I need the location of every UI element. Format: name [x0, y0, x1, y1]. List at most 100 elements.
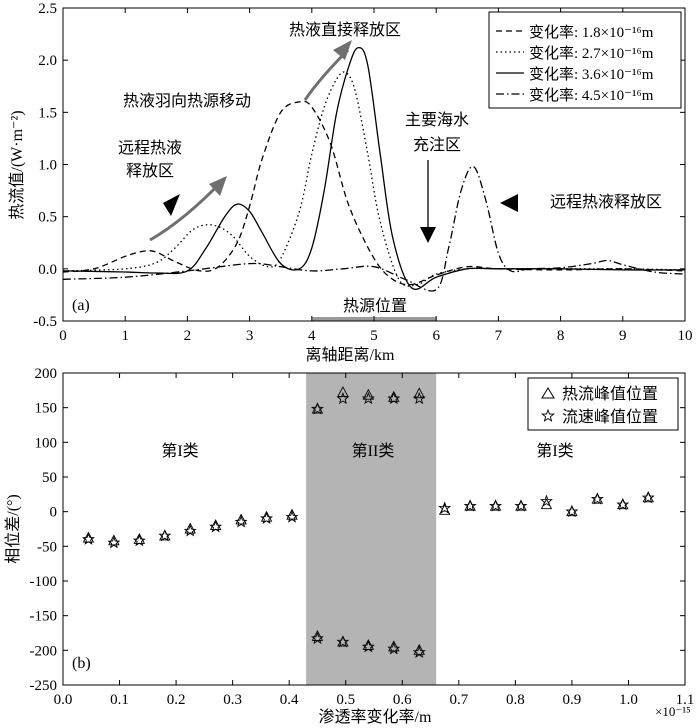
heat-flow-peak-point: [617, 498, 629, 510]
panel-b: 0.0 0.1 0.2 0.3 0.4 0.5 0.6 0.7 0.8 0.9 1.0 1.1 -250…: [4, 366, 694, 726]
panel-a: 0 1 2 3 4 5 6 7 8 9 10 -0.5 0.0 0.5 1.0 1.5 2.0 2.5 (a) 离…: [8, 1, 693, 364]
velocity-peak-point: [361, 391, 375, 405]
velocity-peak-point: [387, 391, 401, 405]
annotation-remote-left-2: 释放区: [126, 162, 174, 180]
panel-b-xlabel: 渗透率变化率/m: [319, 708, 432, 726]
velocity-peak-point: [183, 524, 197, 537]
panel-b-ytick-label: 100: [35, 435, 58, 451]
velocity-peak-point: [336, 635, 350, 648]
velocity-peak-point: [107, 536, 121, 549]
panel-b-label: (b): [72, 655, 91, 672]
velocity-peak-point: [234, 515, 248, 528]
heat-flow-peak-point: [337, 385, 349, 397]
legend-b: 热流峰值位置 流速峰值位置: [527, 377, 679, 431]
heat-flow-peak-point: [642, 491, 654, 503]
series-line-dashdot: [62, 165, 686, 292]
series-line-solid: [62, 46, 686, 290]
panel-b-frame: [62, 372, 686, 686]
velocity-peak-point: [310, 402, 324, 415]
annotation-source-position: 热源位置: [343, 297, 407, 315]
velocity-peak-point: [590, 492, 604, 505]
legend-b-frame: [527, 377, 679, 431]
panel-a-xtick-label: 3: [246, 328, 254, 344]
panel-b-ytick-label: 0: [50, 505, 58, 521]
legend-b-triangle-marker: [541, 387, 555, 399]
panel-b-ytick-label: -150: [30, 609, 58, 625]
velocity-peak-point: [438, 501, 452, 514]
legend-b-item-2: 流速峰值位置: [562, 408, 658, 426]
heat-flow-peak-point: [362, 388, 375, 400]
velocity-peak-point: [616, 497, 630, 511]
heat-flow-peak-point: [566, 505, 578, 517]
legend-a-frame: [488, 11, 682, 109]
panel-a-xtick-label: 8: [557, 328, 565, 344]
panel-a-xtick-label: 1: [121, 328, 129, 344]
velocity-peak-point: [514, 499, 528, 512]
heat-flow-peak-point: [464, 499, 476, 511]
panel-a-xtick-label: 10: [678, 328, 693, 344]
panel-b-xtick-label: 0.5: [336, 692, 355, 708]
panel-b-xtick-label: 0.9: [563, 692, 582, 708]
legend-b-star-marker: [541, 408, 555, 422]
panel-b-xtick-label: 0.4: [280, 692, 299, 708]
panel-a-frame: [62, 7, 686, 322]
annotation-remote-right: 远程热液释放区: [550, 193, 662, 211]
annotation-plume-move: 热液羽向热源移动: [123, 92, 251, 110]
panel-a-ytick-label: 1.5: [38, 105, 57, 121]
velocity-peak-point: [209, 520, 223, 533]
panel-b-xtick-label: 1.1: [676, 692, 695, 708]
annotation-seawater-1: 主要海水: [405, 111, 469, 129]
panel-a-ytick-label: 0.0: [38, 262, 57, 278]
panel-a-ylabel: 热流值/(W·m⁻²): [8, 110, 26, 219]
heat-flow-peak-point: [489, 499, 502, 511]
region-label-class-i-left: 第I类: [161, 442, 198, 460]
class-ii-shaded-region: [306, 373, 437, 685]
panel-b-xtick-label: 0.1: [110, 692, 129, 708]
velocity-peak-point: [539, 494, 553, 507]
legend-a: 变化率: 1.8×10⁻¹⁶m 变化率: 2.7×10⁻¹⁶m 变化率: 3.6…: [488, 11, 682, 109]
heat-flow-peak-point: [591, 492, 604, 504]
panel-b-xtick-label: 0.7: [449, 692, 468, 708]
panel-b-ytick-label: 150: [35, 401, 58, 417]
panel-a-label: (a): [72, 297, 90, 314]
panel-a-xtick-label: 9: [619, 328, 627, 344]
legend-a-item-2: 变化率: 2.7×10⁻¹⁶m: [529, 45, 654, 62]
legend-b-item-1: 热流峰值位置: [562, 385, 658, 403]
annotation-seawater-2: 充注区: [413, 136, 461, 154]
panel-a-xtick-label: 0: [59, 328, 67, 344]
panel-b-xtick-label: 1.0: [619, 692, 638, 708]
velocity-peak-point: [412, 391, 426, 405]
heat-flow-peak-point: [515, 499, 527, 511]
panel-a-ytick-label: 2.5: [38, 1, 57, 17]
panel-b-ytick-label: 50: [42, 470, 57, 486]
heat-flow-peak-point: [413, 387, 425, 399]
velocity-peak-point: [361, 640, 375, 653]
legend-a-item-3: 变化率: 3.6×10⁻¹⁶m: [529, 66, 654, 83]
velocity-peak-point: [641, 491, 655, 504]
heat-flow-peak-point: [159, 529, 171, 541]
velocity-peak-point: [565, 504, 579, 518]
panel-a-xlabel: 离轴距离/km: [306, 346, 395, 364]
velocity-peak-point: [132, 534, 146, 547]
velocity-peak-point: [260, 511, 274, 525]
panel-b-ytick-label: -250: [30, 678, 58, 694]
panel-a-ytick-label: 1.0: [38, 158, 57, 174]
arrow-seawater-head: [420, 227, 436, 243]
panel-a-xtick-label: 2: [184, 328, 192, 344]
velocity-peak-point: [463, 499, 477, 512]
panel-b-xtick-label: 0.8: [506, 692, 525, 708]
panel-b-ytick-label: 200: [35, 366, 58, 382]
panel-b-xtick-label: 0.2: [167, 692, 186, 708]
panel-b-ytick-label: -50: [37, 539, 57, 555]
legend-a-item-1: 变化率: 1.8×10⁻¹⁶m: [529, 24, 654, 41]
arrow-left-head: [209, 176, 227, 196]
velocity-peak-point: [158, 529, 172, 542]
region-label-class-i-right: 第I类: [536, 442, 573, 460]
panel-b-ytick-label: -200: [30, 643, 58, 659]
heat-flow-peak-point: [337, 635, 349, 647]
heat-flow-peak-point: [311, 402, 324, 414]
series-line-dashed: [62, 100, 686, 286]
panel-a-xtick-label: 7: [495, 328, 503, 344]
panel-a-xtick-label: 6: [432, 328, 440, 344]
